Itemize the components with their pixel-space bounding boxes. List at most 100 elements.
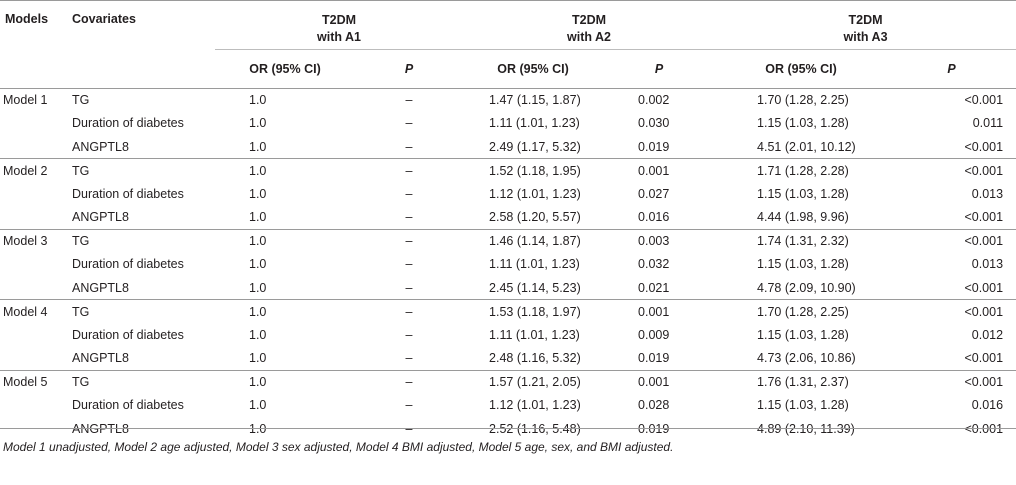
header-group-a2: T2DM with A2 [463, 0, 716, 50]
a2-or-cell: 1.11 (1.01, 1.23) [489, 327, 580, 342]
covariate-cell: Duration of diabetes [72, 398, 184, 413]
a1-or-cell: 1.0 [249, 139, 267, 154]
a1-or-cell: 1.0 [215, 299, 355, 323]
a1-p-cell: – [405, 186, 413, 201]
header-group-a1: T2DM with A1 [215, 0, 464, 50]
a2-p-cell: 0.032 [638, 257, 670, 272]
header-a3-or: OR (95% CI) [765, 61, 837, 76]
a3-or-cell: 1.15 (1.03, 1.28) [757, 257, 849, 272]
a2-or-cell: 1.12 (1.01, 1.23) [489, 398, 581, 413]
a1-p-cell: – [405, 398, 413, 413]
a2-p-cell: 0.019 [638, 351, 670, 365]
a1-or-cell: 1.0 [215, 87, 355, 112]
a3-p-cell: 0.016 [971, 398, 1004, 413]
a2-or-cell: 2.58 (1.20, 5.57) [489, 210, 581, 224]
table-body: Model 1 TG 1.0–1.47 (1.15, 1.87) 0.002 1.70 … [0, 87, 1016, 441]
a1-or-cell: 1.0 [215, 158, 355, 182]
a2-or-cell: 1.12 (1.01, 1.23) [489, 186, 581, 201]
table-row: Model 5 TG 1.0–1.57 (1.21, 2.05) 0.001 1.76 … [0, 369, 1016, 394]
a2-or-cell: 1.46 (1.14, 1.87) [463, 228, 604, 253]
a1-or-cell: 1.0 [249, 327, 267, 342]
a3-or-cell: 4.51 (2.01, 10.12) [757, 139, 856, 154]
a3-p-cell: 0.013 [971, 257, 1004, 272]
a1-p-cell: – [405, 327, 413, 342]
model-cell [0, 394, 68, 418]
a3-p-cell: 0.012 [971, 327, 1004, 342]
header-a2-or: OR (95% CI) [497, 61, 569, 76]
a2-or-cell: 2.45 (1.14, 5.23) [489, 280, 581, 295]
a3-p-cell: 0.011 [972, 116, 1004, 131]
covariate-cell: Duration of diabetes [72, 257, 184, 272]
table-row: Duration of diabetes 1.0 – 1.12 (1.01, 1.23… [0, 182, 1016, 206]
table-row: Duration of diabetes 1.0 – 1.11 (1.01, 1.23… [0, 253, 1016, 277]
group-a2-line2: with A2 [567, 30, 612, 44]
a1-p-cell: – [405, 139, 413, 154]
a3-or-cell: 1.15 (1.03, 1.28) [757, 327, 849, 342]
a1-or-cell: 1.0 [249, 280, 267, 295]
a3-or-cell: 1.15 (1.03, 1.28) [757, 116, 849, 131]
a1-or-cell: 1.0 [249, 210, 267, 224]
model-cell: Model 5 [0, 369, 68, 394]
a2-p-cell: 0.009 [638, 327, 670, 342]
a1-p-cell: – [355, 87, 464, 112]
a2-or-cell: 1.52 (1.18, 1.95) [463, 158, 604, 182]
covariate-cell: Duration of diabetes [72, 186, 184, 201]
covariate-cell: TG [68, 228, 215, 253]
a2-p-cell: 0.001 [603, 369, 716, 394]
table-header: Models Covariates T2DM with A1 T2DM with A… [0, 0, 1016, 88]
results-table: Models Covariates T2DM with A1 T2DM with A… [0, 0, 1016, 441]
a1-p-cell: – [405, 257, 413, 272]
header-models: Models [5, 12, 49, 26]
group-a3-line2: with A3 [843, 30, 888, 44]
model-cell [0, 347, 68, 371]
covariate-cell: ANGPTL8 [72, 351, 129, 365]
header-a3-p: P [947, 61, 956, 76]
model-cell: Model 1 [0, 87, 68, 112]
a2-or-cell: 1.11 (1.01, 1.23) [489, 257, 580, 272]
a3-or-cell: 4.78 (2.09, 10.90) [757, 280, 856, 295]
table-row: ANGPTL8 1.0 – 2.58 (1.20, 5.57) 0.016 4.44 (1… [0, 206, 1016, 230]
a3-or-cell: 1.70 (1.28, 2.25) [715, 87, 888, 112]
a2-p-cell: 0.021 [638, 280, 670, 295]
a1-p-cell: – [405, 210, 413, 224]
group-a2-line1: T2DM [572, 13, 607, 27]
header-covariates: Covariates [72, 12, 136, 26]
a3-p-cell: <0.001 [887, 158, 1016, 182]
table-row: ANGPTL8 1.0 – 2.45 (1.14, 5.23) 0.021 4.78 (2… [0, 276, 1016, 300]
covariate-cell: Duration of diabetes [72, 116, 184, 131]
group-a1-line2: with A1 [317, 30, 361, 44]
table-row: ANGPTL8 1.0 – 2.48 (1.16, 5.32) 0.019 4.73 (2… [0, 347, 1016, 371]
table-row: Duration of diabetes 1.0 – 1.11 (1.01, 1.23… [0, 323, 1016, 347]
a3-p-cell: <0.001 [887, 87, 1016, 112]
a1-or-cell: 1.0 [249, 116, 267, 131]
header-a1-or: OR (95% CI) [249, 61, 321, 76]
a1-or-cell: 1.0 [249, 257, 267, 272]
a2-p-cell: 0.028 [638, 398, 670, 413]
a3-p-cell: <0.001 [964, 210, 1004, 224]
covariate-cell: ANGPTL8 [72, 280, 129, 295]
table-row: Duration of diabetes 1.0 – 1.11 (1.01, 1.23… [0, 112, 1016, 136]
a2-p-cell: 0.016 [638, 210, 670, 224]
model-cell [0, 276, 68, 300]
a3-p-cell: <0.001 [964, 139, 1004, 154]
model-cell [0, 253, 68, 277]
a3-p-cell: 0.013 [971, 186, 1004, 201]
a1-or-cell: 1.0 [249, 398, 267, 413]
a3-or-cell: 4.73 (2.06, 10.86) [757, 351, 856, 365]
a2-p-cell: 0.001 [603, 158, 716, 182]
a2-p-cell: 0.027 [638, 186, 670, 201]
covariate-cell: TG [68, 158, 215, 182]
a3-p-cell: <0.001 [964, 351, 1004, 365]
a1-p-cell: – [355, 299, 464, 323]
a1-p-cell: – [405, 280, 413, 295]
a1-p-cell: – [355, 158, 464, 182]
a2-or-cell: 1.57 (1.21, 2.05) [463, 369, 604, 394]
a2-or-cell: 1.47 (1.15, 1.87) [463, 87, 604, 112]
table-row: Model 2 TG 1.0–1.52 (1.18, 1.95) 0.001 1.71 … [0, 158, 1016, 182]
a2-or-cell: 1.53 (1.18, 1.97) [463, 299, 604, 323]
a3-p-cell: <0.001 [887, 299, 1016, 323]
a2-p-cell: 0.001 [603, 299, 716, 323]
table-row: Duration of diabetes 1.0 – 1.12 (1.01, 1.23… [0, 394, 1016, 418]
a1-or-cell: 1.0 [215, 369, 355, 394]
